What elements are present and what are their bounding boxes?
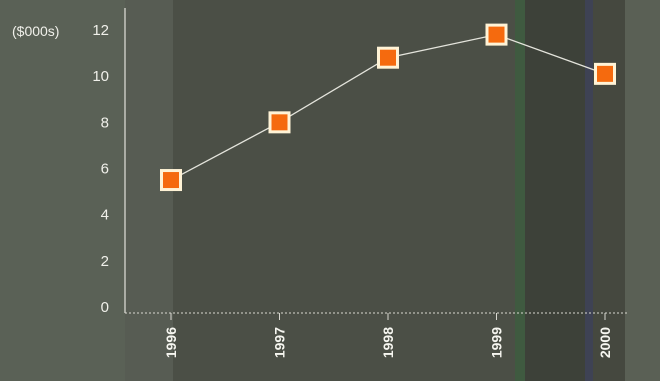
blue-strip (585, 0, 593, 381)
y-tick-label: 6 (101, 161, 109, 178)
y-tick-label: 2 (101, 253, 109, 270)
green-strip (515, 0, 525, 381)
y-tick-label: 0 (101, 299, 109, 316)
x-tick-label: 1999 (489, 327, 505, 358)
left-band (0, 0, 125, 381)
y-tick-label: 4 (101, 207, 109, 224)
data-point-marker (160, 169, 182, 192)
y-tick-label: 12 (92, 22, 109, 39)
right-band (625, 0, 660, 381)
data-point-marker (377, 46, 399, 69)
data-markers (160, 23, 616, 192)
data-point-marker (594, 62, 616, 85)
right-dark-band (593, 0, 625, 381)
dark-band (525, 0, 585, 381)
x-tick-label: 2000 (597, 327, 613, 358)
x-ticks: 1996 1997 1998 1999 2000 (163, 313, 613, 358)
y-axis-label: ($000s) (12, 23, 59, 39)
x-tick-label: 1997 (272, 327, 288, 358)
y-tick-label: 8 (101, 114, 109, 131)
y-tick-label: 10 (92, 68, 109, 85)
data-point-marker (485, 23, 508, 46)
x-tick-label: 1998 (380, 327, 396, 358)
data-point-marker (268, 111, 291, 134)
plot-mid-band (173, 0, 515, 381)
x-tick-label: 1996 (163, 327, 179, 358)
y-ticks: 0 2 4 6 8 10 12 (92, 22, 109, 316)
